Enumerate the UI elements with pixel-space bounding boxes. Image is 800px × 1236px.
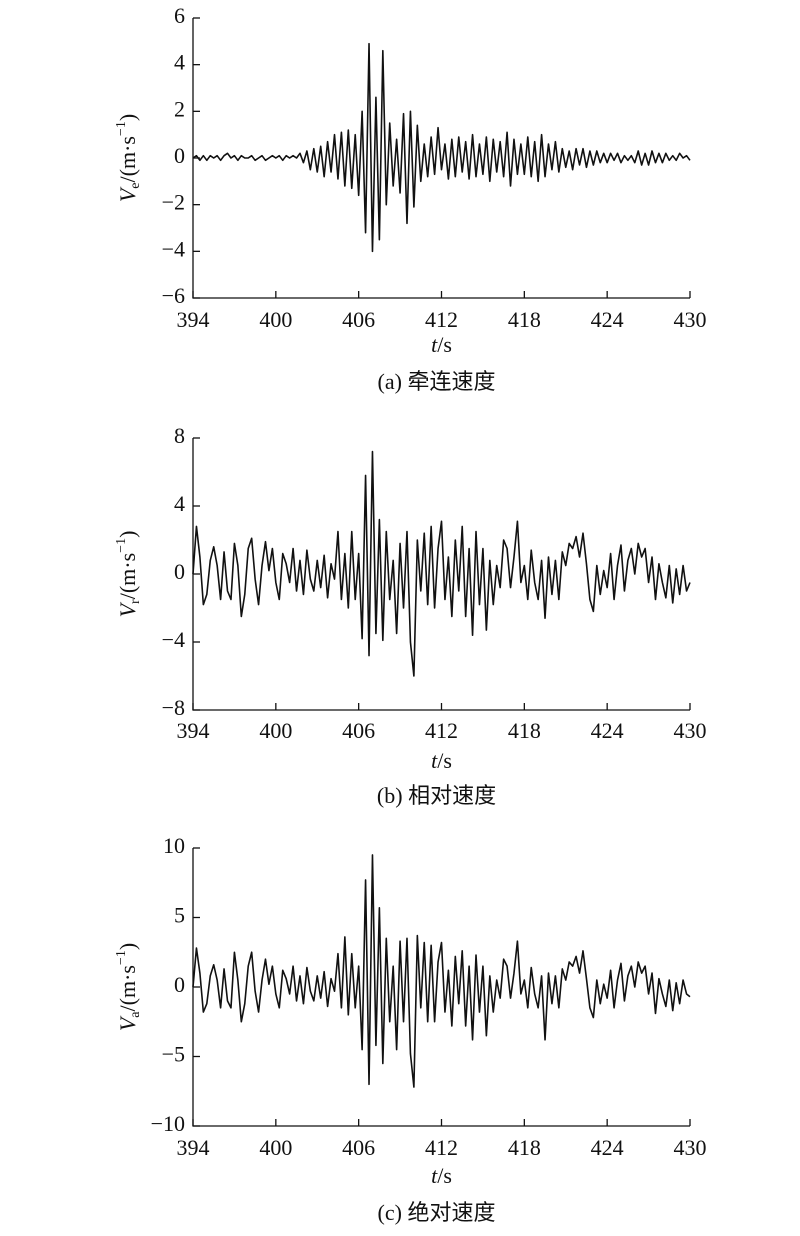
y-tick-label: 2 xyxy=(174,96,185,121)
y-tick-label: −2 xyxy=(162,190,185,215)
x-tick-label: 400 xyxy=(259,307,292,332)
y-label-symbol: V xyxy=(115,186,140,202)
y-tick-label: 5 xyxy=(174,903,185,928)
data-line xyxy=(192,450,691,677)
y-label-end: ) xyxy=(115,531,140,538)
x-tick-label: 418 xyxy=(508,307,541,332)
x-tick-label: 424 xyxy=(591,307,624,332)
y-label-symbol: V xyxy=(115,1015,140,1031)
y-tick-label: 4 xyxy=(174,491,185,516)
y-label-end: ) xyxy=(115,114,140,121)
y-tick-label: −5 xyxy=(162,1042,185,1067)
x-axis-label: t/s xyxy=(431,1163,452,1188)
x-tick-label: 430 xyxy=(674,1135,707,1160)
caption: (a) 牵连速度 xyxy=(378,369,496,394)
x-tick-label: 412 xyxy=(425,307,458,332)
x-axis-label: t/s xyxy=(431,748,452,773)
y-tick-label: −8 xyxy=(162,695,185,720)
y-tick-label: 6 xyxy=(174,3,185,28)
data-line xyxy=(192,42,691,253)
y-label-unit: /(m·s xyxy=(115,553,140,599)
x-axis-label: t/s xyxy=(431,332,452,357)
caption: (b) 相对速度 xyxy=(377,783,496,808)
y-label-unit: /(m·s xyxy=(115,136,140,182)
y-tick-label: −6 xyxy=(162,283,185,308)
y-label-end: ) xyxy=(115,943,140,950)
x-label-unit: /s xyxy=(437,748,452,773)
x-tick-label: 394 xyxy=(177,718,210,743)
caption: (c) 绝对速度 xyxy=(378,1200,496,1225)
x-tick-label: 394 xyxy=(177,307,210,332)
x-label-symbol: t xyxy=(431,332,438,357)
x-tick-label: 412 xyxy=(425,1135,458,1160)
y-tick-label: 0 xyxy=(174,559,185,584)
x-tick-label: 394 xyxy=(177,1135,210,1160)
y-label-sub: a xyxy=(128,1011,143,1018)
y-tick-label: 0 xyxy=(174,972,185,997)
x-label-symbol: t xyxy=(431,748,438,773)
x-label-symbol: t xyxy=(431,1163,438,1188)
x-tick-label: 424 xyxy=(591,718,624,743)
x-label-unit: /s xyxy=(437,1163,452,1188)
x-tick-label: 406 xyxy=(342,307,375,332)
x-tick-label: 400 xyxy=(259,1135,292,1160)
y-tick-label: 10 xyxy=(163,833,185,858)
axes xyxy=(192,438,690,711)
y-tick-label: 8 xyxy=(174,423,185,448)
x-tick-label: 418 xyxy=(508,1135,541,1160)
x-tick-label: 430 xyxy=(674,718,707,743)
axes xyxy=(192,848,690,1127)
y-label-sup: −1 xyxy=(114,950,129,965)
x-tick-label: 430 xyxy=(674,307,707,332)
y-tick-label: −10 xyxy=(151,1111,185,1136)
data-line xyxy=(192,854,691,1088)
x-tick-label: 406 xyxy=(342,1135,375,1160)
y-label-sup: −1 xyxy=(114,121,129,136)
y-label-symbol: V xyxy=(115,601,140,617)
y-tick-label: −4 xyxy=(162,236,185,261)
y-axis-label: Ve/(m·s−1) xyxy=(114,114,143,202)
x-tick-label: 412 xyxy=(425,718,458,743)
y-tick-label: −4 xyxy=(162,627,185,652)
x-tick-label: 424 xyxy=(591,1135,624,1160)
x-tick-label: 406 xyxy=(342,718,375,743)
y-label-unit: /(m·s xyxy=(115,965,140,1011)
y-tick-label: 0 xyxy=(174,143,185,168)
x-tick-label: 418 xyxy=(508,718,541,743)
y-tick-label: 4 xyxy=(174,50,185,75)
y-label-sup: −1 xyxy=(114,538,129,553)
y-label-sub: r xyxy=(128,599,143,604)
x-tick-label: 400 xyxy=(259,718,292,743)
y-axis-label: Vr/(m·s−1) xyxy=(114,531,143,618)
y-label-sub: e xyxy=(128,183,143,189)
x-label-unit: /s xyxy=(437,332,452,357)
y-axis-label: Va/(m·s−1) xyxy=(114,943,143,1031)
